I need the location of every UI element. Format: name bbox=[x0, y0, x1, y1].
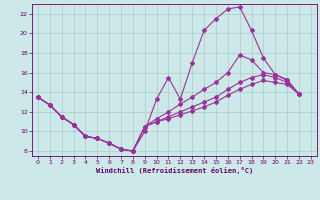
X-axis label: Windchill (Refroidissement éolien,°C): Windchill (Refroidissement éolien,°C) bbox=[96, 167, 253, 174]
